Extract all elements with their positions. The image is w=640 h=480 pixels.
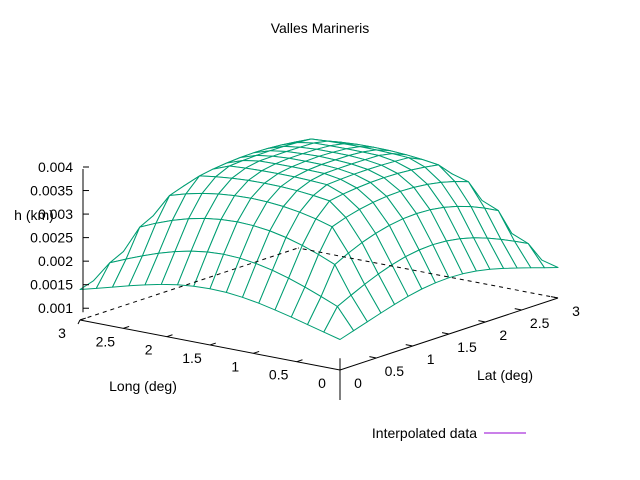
y-tick-label: 2.5 xyxy=(530,315,550,331)
surface-mesh xyxy=(79,138,559,340)
chart-title: Valles Marineris xyxy=(271,20,370,36)
x-tick-label: 1.5 xyxy=(182,350,202,366)
x-tick-label: 0 xyxy=(318,375,326,391)
x-tick-label: 3 xyxy=(58,325,66,341)
y-tick xyxy=(478,320,486,323)
y-tick-label: 1 xyxy=(427,351,435,367)
legend-label: Interpolated data xyxy=(372,425,477,441)
y-tick-label: 3 xyxy=(572,303,580,319)
z-tick-label: 0.0015 xyxy=(30,277,73,293)
x-tick-label: 2 xyxy=(145,342,153,358)
y-tick-label: 0.5 xyxy=(385,363,405,379)
y-axis-label: Lat (deg) xyxy=(477,367,533,383)
y-tick-label: 1.5 xyxy=(457,339,477,355)
back-edge-x xyxy=(79,247,299,321)
x-tick-label: 2.5 xyxy=(96,333,116,349)
x-tick-label: 0.5 xyxy=(269,367,289,383)
y-tick xyxy=(441,332,450,335)
x-tick-label: 1 xyxy=(231,358,239,374)
y-tick xyxy=(369,356,377,359)
z-axis-label: h (km) xyxy=(14,207,54,223)
y-tick xyxy=(514,308,522,311)
y-tick xyxy=(550,296,559,299)
x-tick xyxy=(123,325,130,329)
y-tick-label: 0 xyxy=(354,375,362,391)
z-tick-label: 0.003 xyxy=(38,206,73,222)
x-tick xyxy=(209,342,216,346)
z-tick-label: 0.004 xyxy=(38,159,73,175)
y-tick-label: 2 xyxy=(499,327,507,343)
z-axis-foot xyxy=(77,319,81,325)
x-tick xyxy=(296,359,303,363)
y-tick xyxy=(405,344,413,347)
z-tick-label: 0.0035 xyxy=(30,183,73,199)
legend: Interpolated data xyxy=(372,425,526,441)
x-tick xyxy=(253,350,260,354)
x-tick xyxy=(166,334,173,338)
x-tick xyxy=(79,317,86,321)
surface-cell xyxy=(323,306,355,340)
z-tick-label: 0.0025 xyxy=(30,230,73,246)
axes: 00.511.522.5300.511.522.5300.0010.00150.… xyxy=(30,159,580,400)
z-tick-label: 0.002 xyxy=(38,253,73,269)
z-tick-label: 0.001 xyxy=(38,300,73,316)
x-axis-label: Long (deg) xyxy=(109,378,177,394)
